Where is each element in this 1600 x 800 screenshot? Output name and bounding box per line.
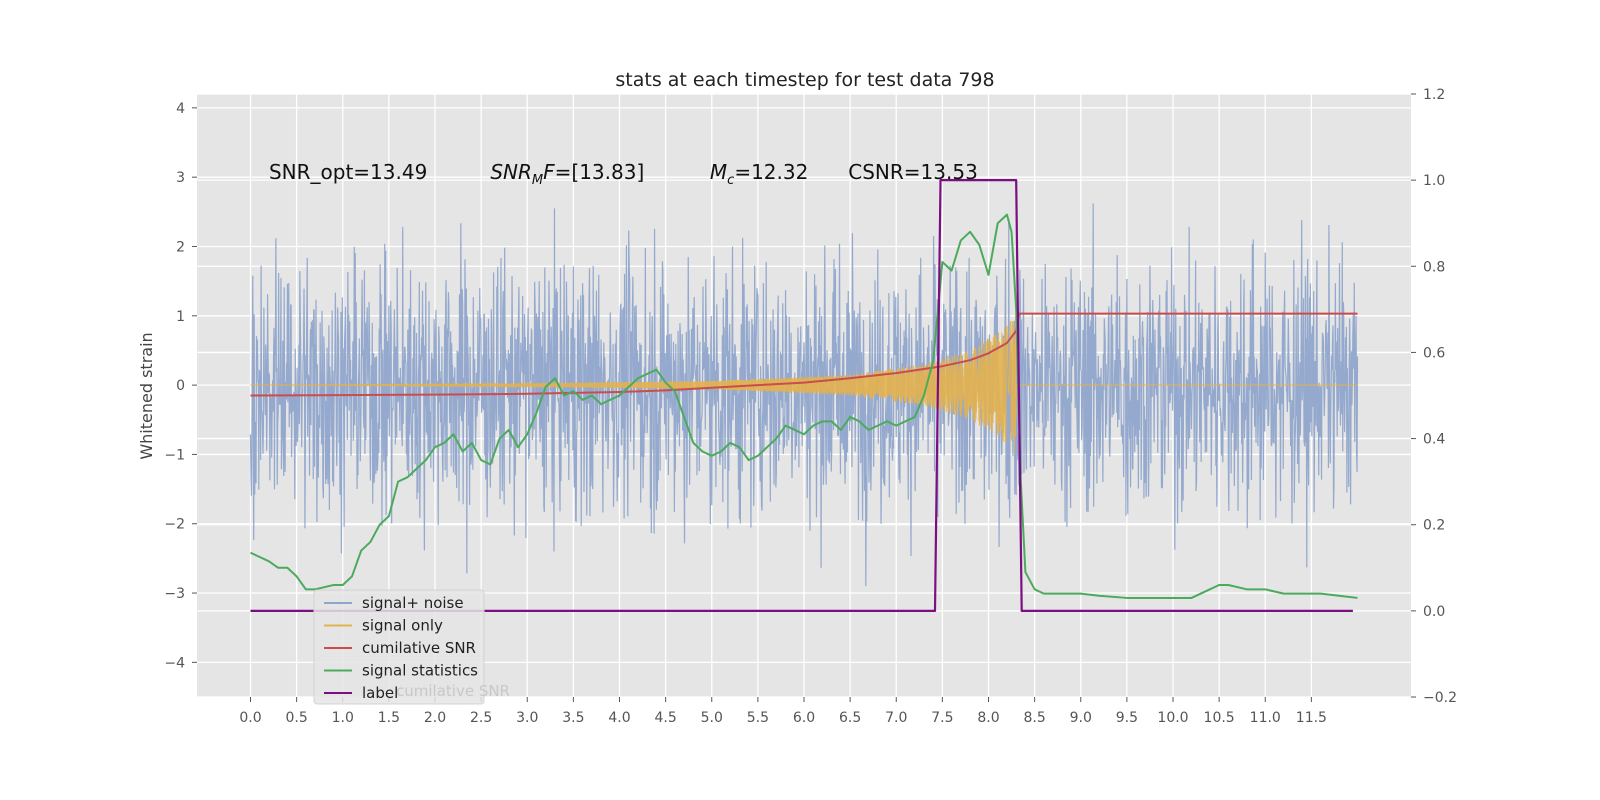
- x-tick-label: 11.5: [1296, 710, 1327, 726]
- y-tick-label: 3: [176, 170, 185, 186]
- y2-tick-label: 0.4: [1423, 432, 1445, 448]
- series-signal-statistics: [250, 213, 1358, 599]
- y-tick-label: 2: [176, 239, 185, 255]
- annotation-text: Mc=12.32: [710, 160, 808, 188]
- legend-label: cumilative SNR: [362, 639, 476, 657]
- x-tick-label: 0.0: [239, 710, 261, 726]
- x-tick-label: 9.0: [1070, 710, 1092, 726]
- legend-label: signal+ noise: [362, 594, 464, 612]
- x-tick-label: 5.5: [747, 710, 769, 726]
- x-tick-label: 11.0: [1250, 710, 1281, 726]
- x-tick-label: 8.0: [977, 710, 999, 726]
- y-tick-label: 0: [176, 378, 185, 394]
- x-tick-label: 6.5: [839, 710, 861, 726]
- y-axis-label: Whitened strain: [137, 332, 156, 459]
- y2-tick-label: 0.8: [1423, 259, 1445, 275]
- y-tick-label: 4: [176, 101, 185, 117]
- x-axis: 0.0 0.5 1.0 1.5 2.0 2.5 3.0 3.5 4.0 4.5 5.0 5.5 6.0 6…: [239, 697, 1327, 726]
- legend-ghost-text: cumilative SNR: [396, 682, 510, 700]
- x-tick-label: 2.5: [470, 710, 492, 726]
- legend-label: label: [362, 684, 398, 702]
- x-tick-label: 10.5: [1204, 710, 1235, 726]
- x-tick-label: 6.0: [793, 710, 815, 726]
- series-layer: [249, 179, 1359, 612]
- x-tick-label: 3.5: [562, 710, 584, 726]
- y-tick-label: −4: [164, 655, 185, 671]
- x-tick-label: 1.5: [378, 710, 400, 726]
- series-cumulative-snr: [250, 312, 1358, 397]
- annotation-text: SNRMF=[13.83]: [490, 160, 644, 188]
- y-axis-right: 1.2 1.0 0.8 0.6 0.4 0.2 0.0 −0.2: [1411, 87, 1457, 706]
- y-tick-label: −1: [164, 447, 185, 463]
- y2-tick-label: 1.2: [1423, 87, 1445, 103]
- y-tick-label: −2: [164, 517, 185, 533]
- y2-tick-label: 0.0: [1423, 604, 1445, 620]
- legend-label: signal statistics: [362, 662, 478, 680]
- x-tick-label: 7.5: [931, 710, 953, 726]
- annotation-text: CSNR=13.53: [848, 160, 978, 184]
- x-tick-label: 5.0: [701, 710, 723, 726]
- y2-tick-label: −0.2: [1423, 690, 1457, 706]
- x-tick-label: 10.0: [1157, 710, 1188, 726]
- y-tick-label: 1: [176, 309, 185, 325]
- annotation-text: SNR_opt=13.49: [269, 160, 427, 184]
- x-tick-label: 1.0: [332, 710, 354, 726]
- x-tick-label: 7.0: [885, 710, 907, 726]
- series-label: [250, 179, 1353, 612]
- y2-tick-label: 0.2: [1423, 518, 1445, 534]
- legend-label: signal only: [362, 617, 443, 635]
- x-tick-label: 3.0: [516, 710, 538, 726]
- y-tick-label: −3: [164, 586, 185, 602]
- x-tick-label: 0.5: [285, 710, 307, 726]
- chart-title: stats at each timestep for test data 798: [615, 69, 994, 91]
- x-tick-label: 4.0: [608, 710, 630, 726]
- x-tick-label: 9.5: [1116, 710, 1138, 726]
- y2-tick-label: 1.0: [1423, 173, 1445, 189]
- series-signal-only: [250, 316, 1358, 453]
- legend-box: [313, 589, 485, 705]
- annotations: SNR_opt=13.49 SNRMF=[13.83] Mc=12.32 CSNR=1…: [269, 160, 978, 188]
- y-axis-left: 4 3 2 1 0 −1 −2 −3 −4: [164, 101, 197, 671]
- x-tick-label: 4.5: [654, 710, 676, 726]
- x-tick-label: 2.0: [424, 710, 446, 726]
- x-tick-label: 8.5: [1023, 710, 1045, 726]
- legend: cumilative SNR signal+ noise signal only cu…: [313, 589, 510, 705]
- y2-tick-label: 0.6: [1423, 345, 1445, 361]
